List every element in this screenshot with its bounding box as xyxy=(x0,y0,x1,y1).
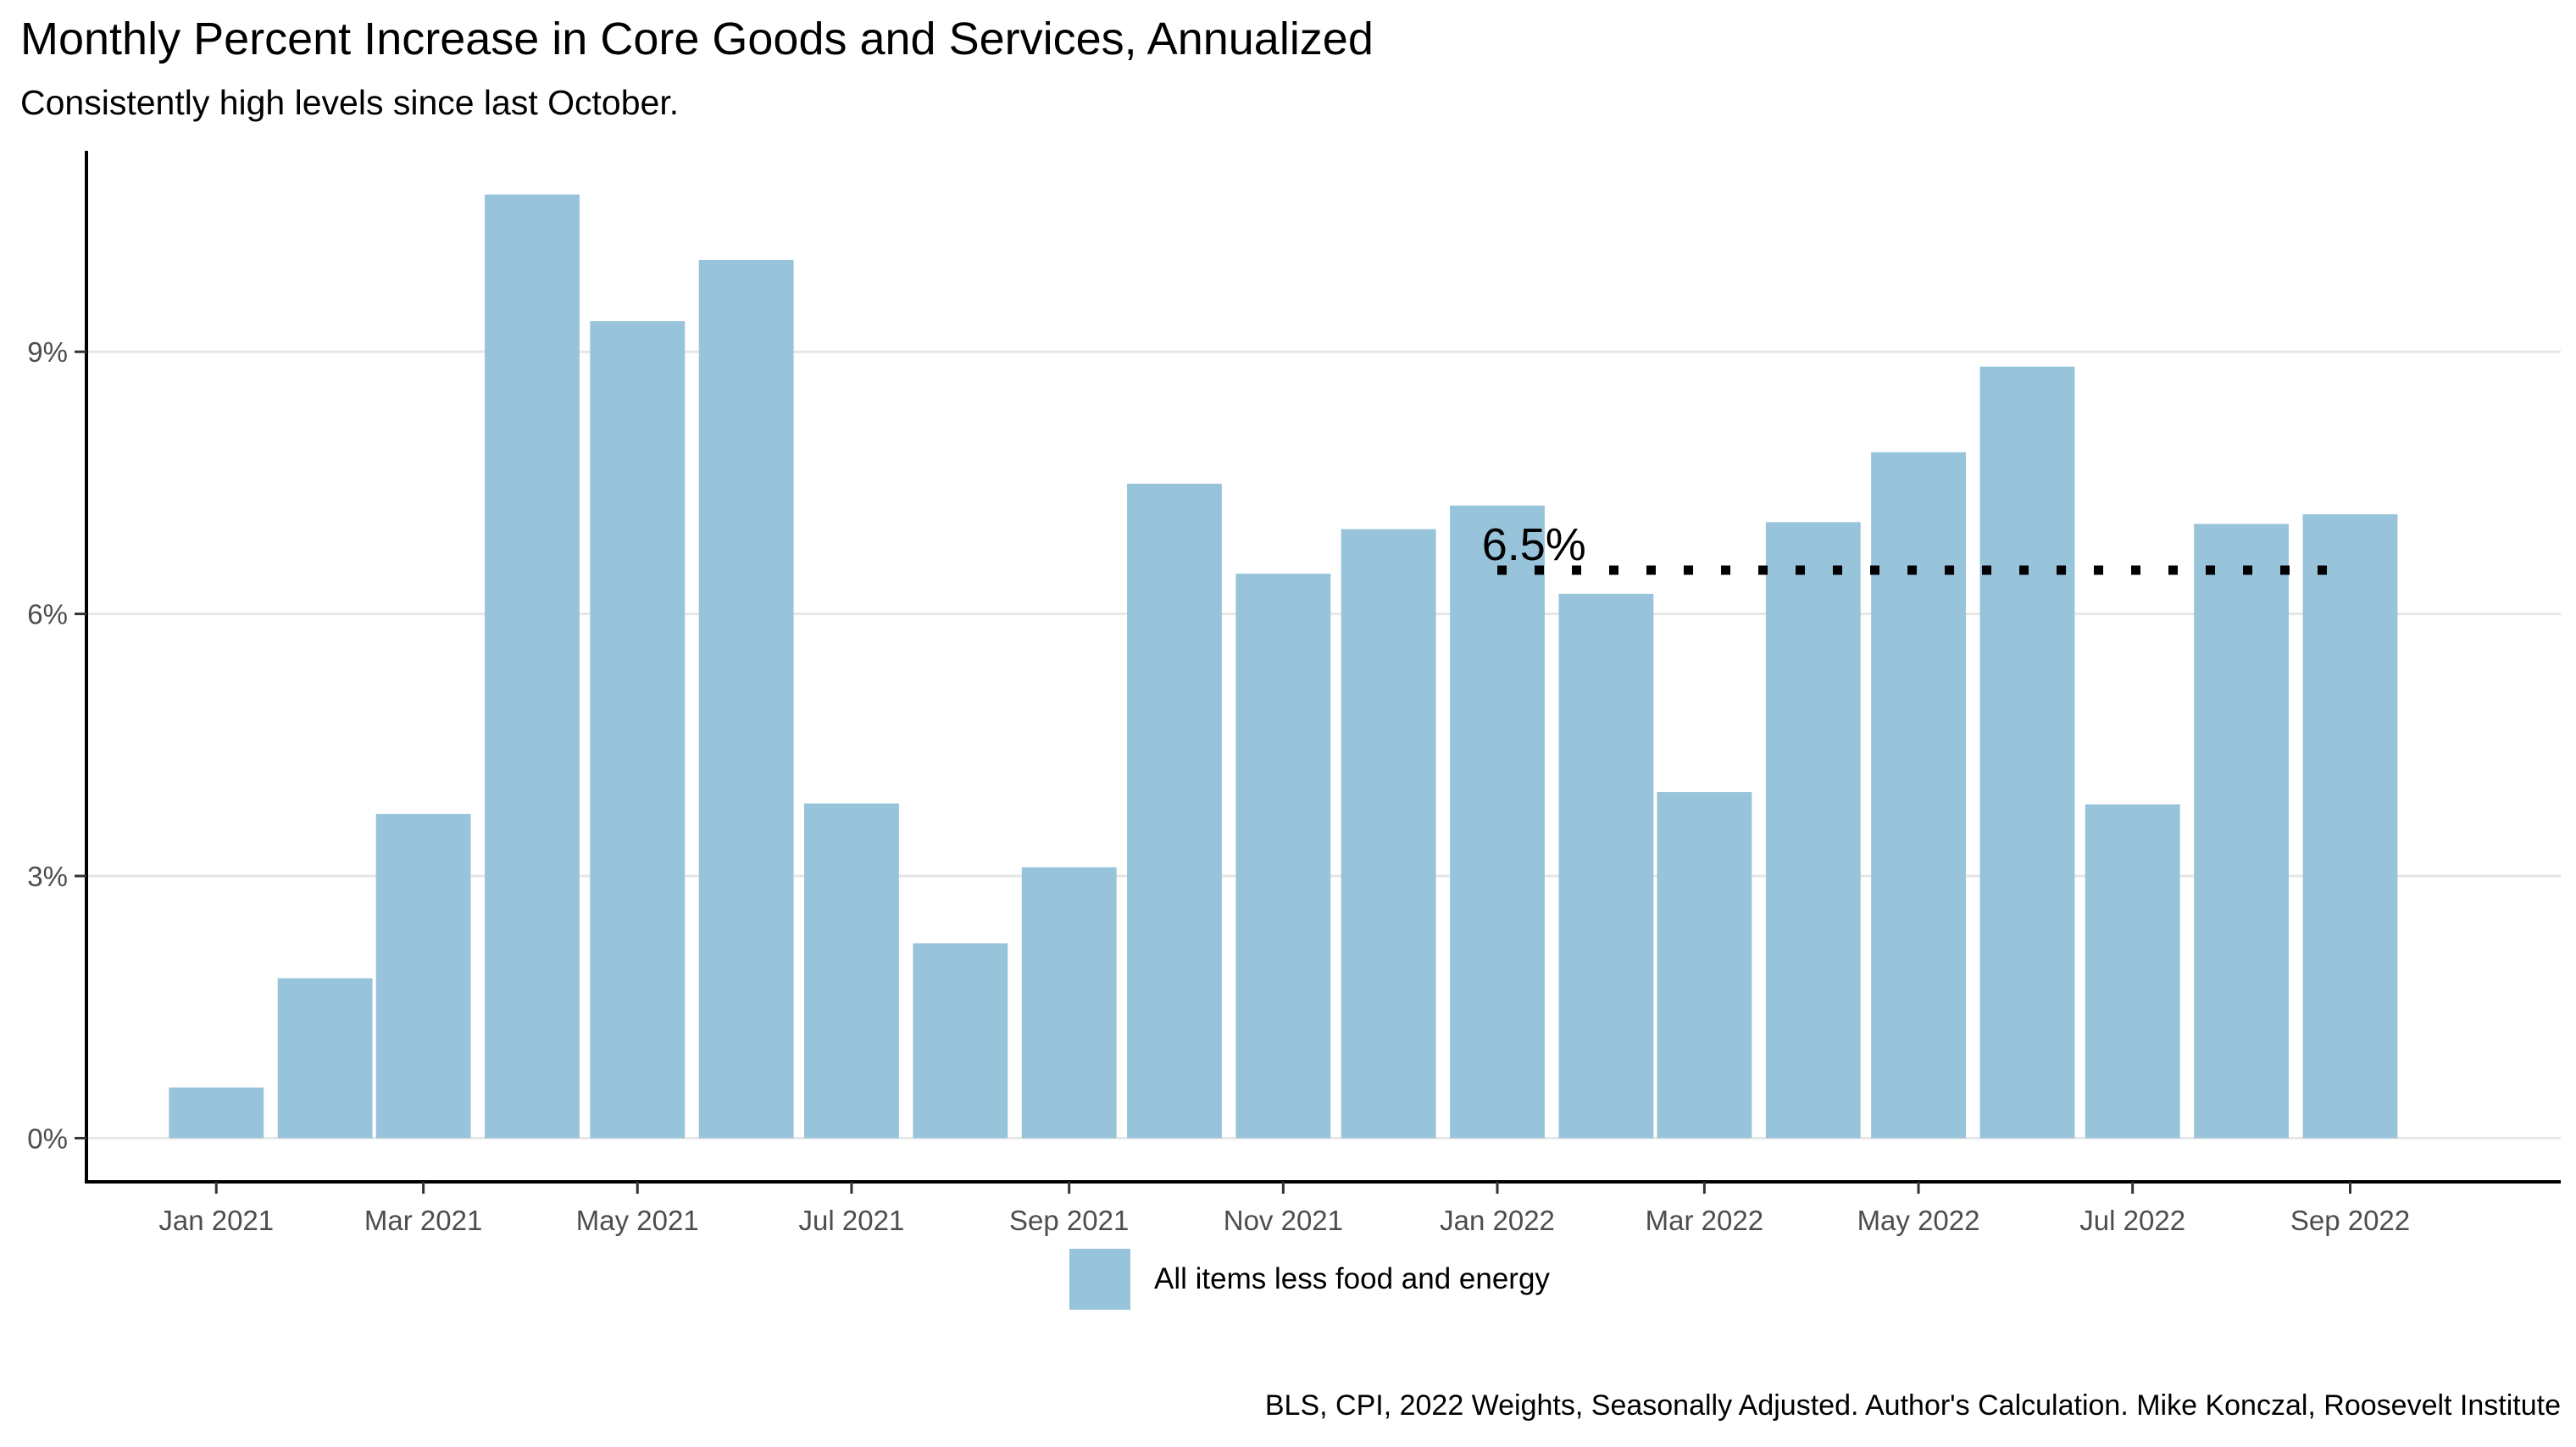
bar xyxy=(1235,574,1331,1139)
bar xyxy=(169,1087,264,1139)
reference-line-group: 6.5% xyxy=(1482,519,2351,575)
bar xyxy=(913,943,1008,1139)
bar xyxy=(375,813,471,1139)
y-tick-label: 9% xyxy=(27,336,68,368)
x-tick-label: Sep 2021 xyxy=(1009,1205,1129,1236)
legend-label: All items less food and energy xyxy=(1154,1262,1550,1295)
chart-caption: BLS, CPI, 2022 Weights, Seasonally Adjus… xyxy=(1264,1389,2561,1422)
bar xyxy=(1657,792,1752,1139)
axes: 0% 3% 6% 9% Jan 2021 Mar 2021 May 2021 Jul 2021… xyxy=(27,151,2561,1236)
y-tick-label: 3% xyxy=(27,861,68,892)
bar xyxy=(277,978,373,1139)
y-tick-label: 0% xyxy=(27,1123,68,1154)
x-tick-label: May 2021 xyxy=(576,1205,699,1236)
bar xyxy=(2302,514,2398,1139)
bar xyxy=(1127,483,1222,1139)
x-tick-label: Jul 2021 xyxy=(799,1205,905,1236)
bar xyxy=(1450,505,1545,1139)
bar xyxy=(1021,867,1117,1139)
bar xyxy=(590,321,686,1139)
bar xyxy=(2085,804,2180,1139)
bar xyxy=(2194,524,2290,1139)
x-tick-label: Jul 2022 xyxy=(2079,1205,2185,1236)
x-tick-label: Jan 2022 xyxy=(1440,1205,1555,1236)
bar xyxy=(1341,529,1436,1139)
bar xyxy=(1979,366,2075,1139)
bar xyxy=(698,259,794,1139)
x-tick-label: Mar 2021 xyxy=(364,1205,482,1236)
chart-subtitle: Consistently high levels since last Octo… xyxy=(20,83,680,122)
bars xyxy=(169,194,2398,1139)
bar xyxy=(1871,452,1966,1139)
x-tick-label: Nov 2021 xyxy=(1224,1205,1343,1236)
bar xyxy=(1765,522,1861,1139)
x-tick-label: Sep 2022 xyxy=(2290,1205,2410,1236)
y-tick-label: 6% xyxy=(27,599,68,630)
reference-line-label: 6.5% xyxy=(1482,519,1586,570)
bar xyxy=(485,194,580,1139)
chart-title: Monthly Percent Increase in Core Goods a… xyxy=(20,14,1374,64)
legend-key xyxy=(1069,1249,1130,1310)
x-tick-label: May 2022 xyxy=(1857,1205,1980,1236)
bar xyxy=(804,803,899,1139)
legend: All items less food and energy xyxy=(1069,1249,1550,1310)
bar xyxy=(1558,593,1654,1139)
x-tick-label: Mar 2022 xyxy=(1646,1205,1763,1236)
x-tick-label: Jan 2021 xyxy=(158,1205,274,1236)
